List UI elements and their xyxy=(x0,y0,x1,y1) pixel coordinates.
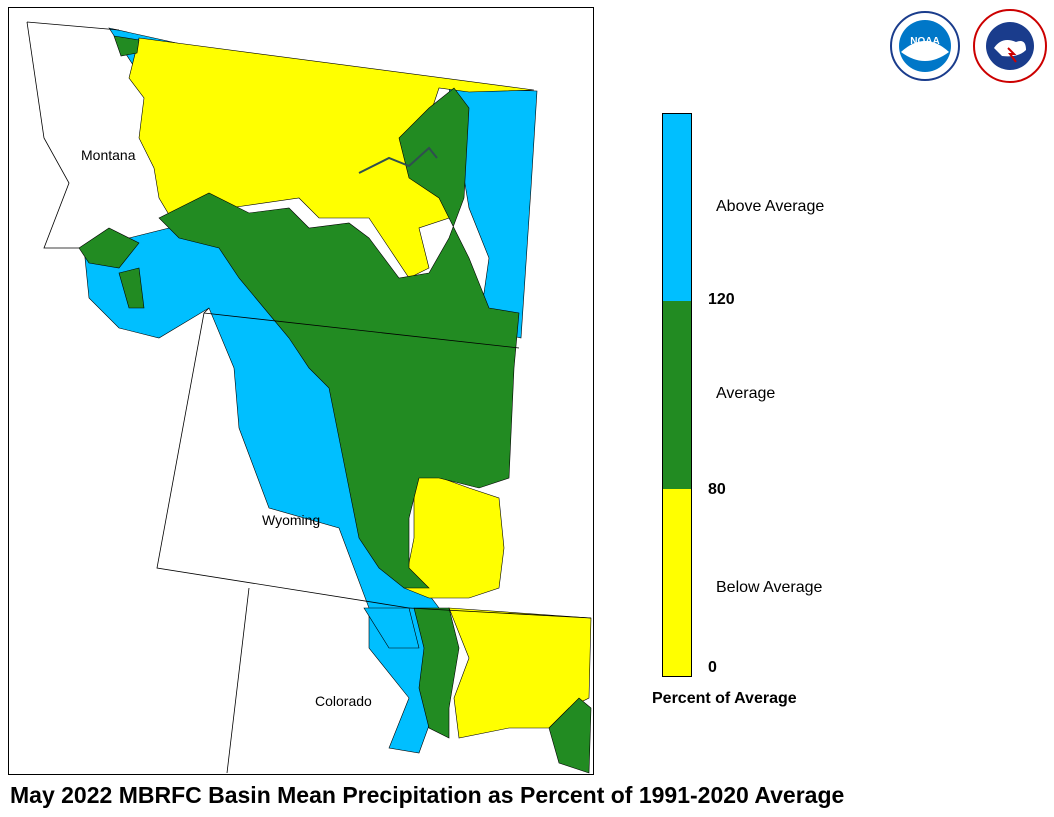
noaa-logo-text: NOAA xyxy=(910,36,939,47)
region-below-average-south xyxy=(448,607,592,739)
label-montana: Montana xyxy=(81,147,136,163)
region-average-north xyxy=(113,35,140,57)
wyoming-boundary xyxy=(156,307,410,609)
legend-label-below-average: Below Average xyxy=(716,579,823,596)
region-above-average-south xyxy=(363,607,420,649)
legend-tick-80: 80 xyxy=(708,481,726,498)
legend-label-average: Average xyxy=(716,385,776,402)
region-average-central xyxy=(158,87,520,589)
legend-title: Percent of Average xyxy=(652,690,797,707)
region-average-south xyxy=(413,607,460,739)
legend-tick-0: 0 xyxy=(708,659,717,676)
noaa-logo-icon: NOAA xyxy=(890,11,960,81)
region-average-west xyxy=(78,227,140,269)
montana-boundary xyxy=(26,21,520,349)
region-average-southeast xyxy=(548,697,592,774)
legend-below-average-swatch xyxy=(663,488,691,676)
reservoir-line xyxy=(358,146,438,174)
label-colorado: Colorado xyxy=(315,693,372,709)
page-title: May 2022 MBRFC Basin Mean Precipitation … xyxy=(10,782,845,808)
nws-logo-icon xyxy=(973,9,1047,83)
colorado-boundary xyxy=(226,587,592,774)
legend-color-bar xyxy=(662,113,692,677)
basin-map: Montana Wyoming Colorado xyxy=(8,7,594,775)
region-average-west-2 xyxy=(118,267,145,309)
legend-tick-120: 120 xyxy=(708,291,735,308)
legend-above-average-swatch xyxy=(663,114,691,302)
label-wyoming: Wyoming xyxy=(262,512,321,528)
legend-average-swatch xyxy=(663,301,691,489)
basin-map-canvas xyxy=(26,21,592,774)
legend-label-above-average: Above Average xyxy=(716,198,825,215)
